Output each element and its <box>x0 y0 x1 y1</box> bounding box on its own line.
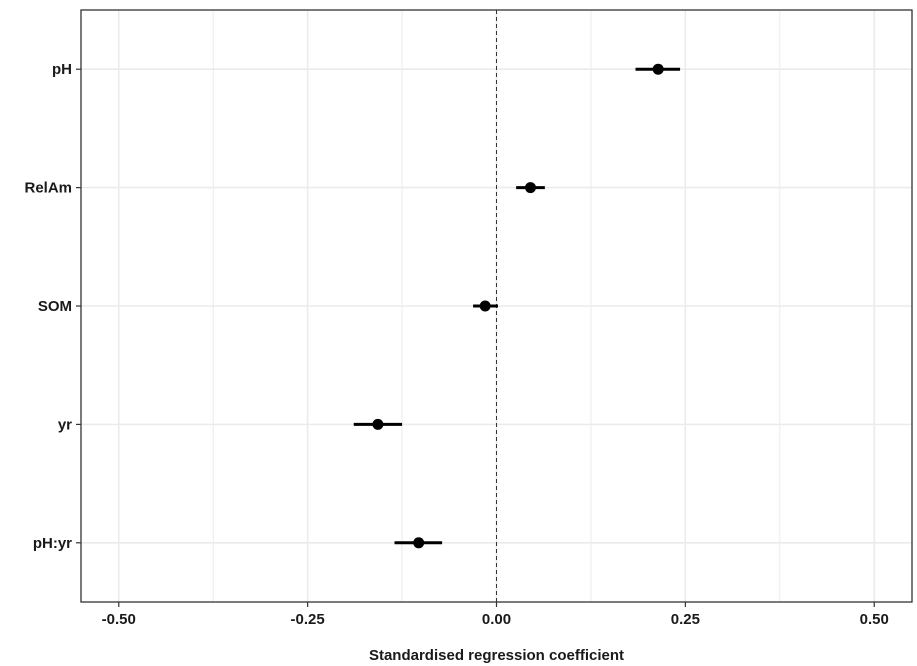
data-point <box>372 418 384 430</box>
x-tick-label: 0.00 <box>482 611 511 628</box>
x-tick-label: -0.25 <box>291 611 325 628</box>
y-axis: pH RelAm SOM yr pH:yr <box>24 61 81 552</box>
y-tick-label: SOM <box>38 298 72 315</box>
y-tick-label: pH:yr <box>33 535 72 552</box>
x-tick-label: 0.25 <box>671 611 700 628</box>
y-tick-label: pH <box>52 61 72 78</box>
x-tick-label: -0.50 <box>102 611 136 628</box>
marks <box>353 63 681 549</box>
data-point <box>479 300 491 312</box>
y-tick-label: RelAm <box>24 180 72 197</box>
data-point <box>652 63 664 75</box>
x-axis: -0.50 -0.25 0.00 0.25 0.50 <box>102 602 889 628</box>
x-tick-label: 0.50 <box>860 611 889 628</box>
x-axis-title: Standardised regression coefficient <box>369 647 624 664</box>
y-tick-label: yr <box>58 416 72 433</box>
data-point <box>413 537 425 549</box>
data-point <box>524 182 536 194</box>
